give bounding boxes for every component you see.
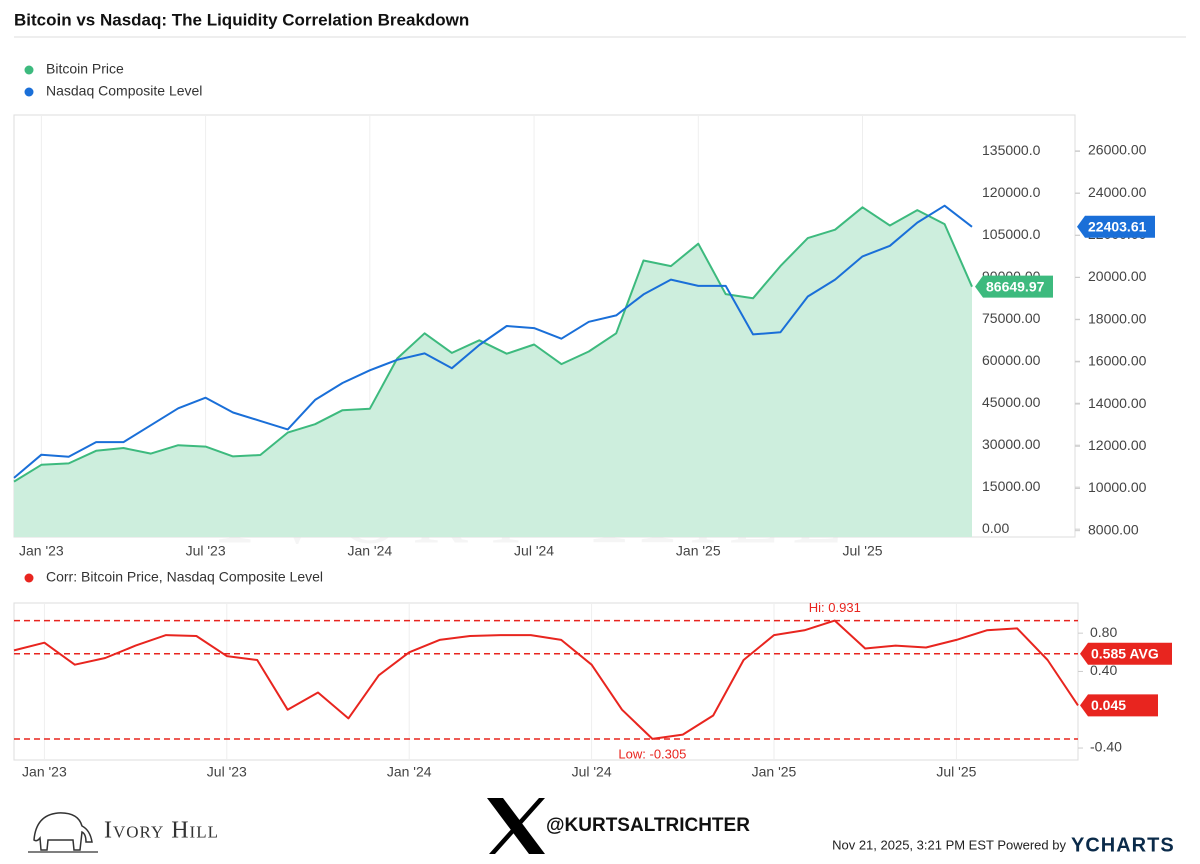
last-value-badge: 0.045 [1080,694,1158,717]
y-tick-label: 135000.0 [982,142,1041,158]
reference-badge: 0.585 AVG [1080,642,1172,665]
brand-logo [28,812,98,853]
legend-dot [24,87,34,97]
y-tick-label: 75000.00 [982,310,1041,326]
y-tick-label: 0.40 [1090,662,1117,678]
last-value-badge-shape [975,275,1053,298]
y2-tick-label: 18000.00 [1088,310,1147,326]
y2-tick-label: 26000.00 [1088,142,1147,158]
x-tick-label: Jan '23 [19,543,64,559]
x-tick-label: Jul '23 [186,543,226,559]
brand-name: Ivory Hill [104,818,219,844]
author-handle: @KURTSALTRICHTER [546,815,750,836]
last-value-badge-text: 0.045 [1091,697,1126,713]
y-tick-label: -0.40 [1090,739,1122,755]
y-tick-label: 0.80 [1090,624,1117,640]
y-tick-label: 120000.0 [982,184,1041,200]
x-tick-label: Jul '25 [842,543,882,559]
last-value-badge-shape [1080,694,1158,717]
x-tick-label: Jul '25 [936,764,976,780]
y-tick-label: 30000.00 [982,436,1041,452]
y-tick-label: 0.00 [982,520,1009,536]
last-value-badge: 22403.61 [1077,215,1155,238]
y2-tick-label: 24000.00 [1088,184,1147,200]
y2-tick-label: 14000.00 [1088,395,1147,411]
y2-tick-label: 20000.00 [1088,268,1147,284]
y2-tick-label: 16000.00 [1088,353,1147,369]
x-tick-label: Jan '24 [347,543,392,559]
series-line [13,206,973,483]
legend-dot [24,65,34,75]
legend-label: Nasdaq Composite Level [46,83,202,99]
y2-tick-label: 12000.00 [1088,437,1147,453]
x-logo [487,798,545,854]
y-tick-label: 60000.00 [982,352,1041,368]
plot-frame [13,602,1079,761]
reference-badge-text: 0.585 AVG [1091,645,1159,661]
last-value-badge: 86649.97 [975,275,1053,298]
last-value-marker: 22403.61 [1077,215,1155,238]
legend-label: Bitcoin Price [46,61,124,77]
y2-tick-label: 8000.00 [1088,521,1139,537]
reference-badge-shape [1080,642,1172,665]
y-tick-label: 45000.00 [982,394,1041,410]
legend-label: Corr: Bitcoin Price, Nasdaq Composite Le… [46,569,323,585]
last-value-marker: 0.045 [1080,694,1158,717]
x-tick-label: Jul '23 [207,764,247,780]
series-line [13,619,1079,740]
reference-label: Hi: 0.931 [809,600,861,615]
area [14,207,972,538]
last-value-badge-text: 86649.97 [986,278,1045,294]
provider: YCHARTS [1071,834,1175,856]
legend-dot [24,573,34,583]
last-value-badge-text: 22403.61 [1088,218,1147,234]
x-tick-label: Jul '24 [514,543,554,559]
x-tick-label: Jul '24 [572,764,612,780]
last-value-marker: 86649.97 [975,275,1053,298]
x-tick-label: Jan '25 [676,543,721,559]
y-tick-label: 15000.00 [982,478,1041,494]
x-tick-label: Jan '24 [387,764,432,780]
last-value-badge-shape [1077,215,1155,238]
y-tick-label: 105000.0 [982,226,1041,242]
page-title: Bitcoin vs Nasdaq: The Liquidity Correla… [14,10,469,29]
y2-tick-label: 10000.00 [1088,479,1147,495]
reference-label: Low: -0.305 [618,746,686,761]
timestamp: Nov 21, 2025, 3:21 PM EST Powered by [832,837,1066,852]
x-tick-label: Jan '23 [22,764,67,780]
x-tick-label: Jan '25 [752,764,797,780]
series-line [13,204,973,479]
